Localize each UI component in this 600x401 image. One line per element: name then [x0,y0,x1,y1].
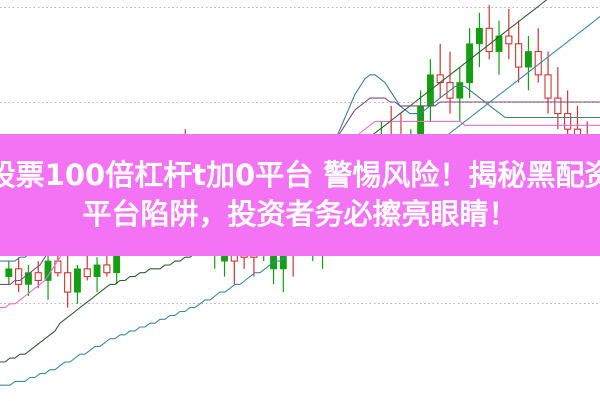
candle [24,272,32,285]
candle [5,268,13,277]
banner-line-1: 股票100倍杠杆t加0平台 警惕风险！揭秘黑配资 [0,157,600,192]
candle [456,82,464,99]
candle [544,74,552,99]
candle [554,97,562,115]
candle [74,268,81,293]
candle [475,27,483,45]
candle [64,272,72,293]
candle [505,35,513,45]
candle [515,43,523,68]
candle [466,43,474,83]
candle [34,272,42,282]
candle [485,27,493,53]
candle [524,51,532,68]
promo-banner: 股票100倍杠杆t加0平台 警惕风险！揭秘黑配资 平台陷阱，投资者务必擦亮眼睛！ [0,134,600,256]
candle [44,260,52,281]
candle [83,268,91,278]
candle [534,51,542,76]
candle [103,264,111,274]
candle [495,35,503,52]
candle [54,260,62,274]
candle [15,268,23,285]
candle [93,264,101,277]
candle [564,113,572,130]
banner-line-2: 平台陷阱，投资者务必擦亮眼睛！ [82,196,518,231]
